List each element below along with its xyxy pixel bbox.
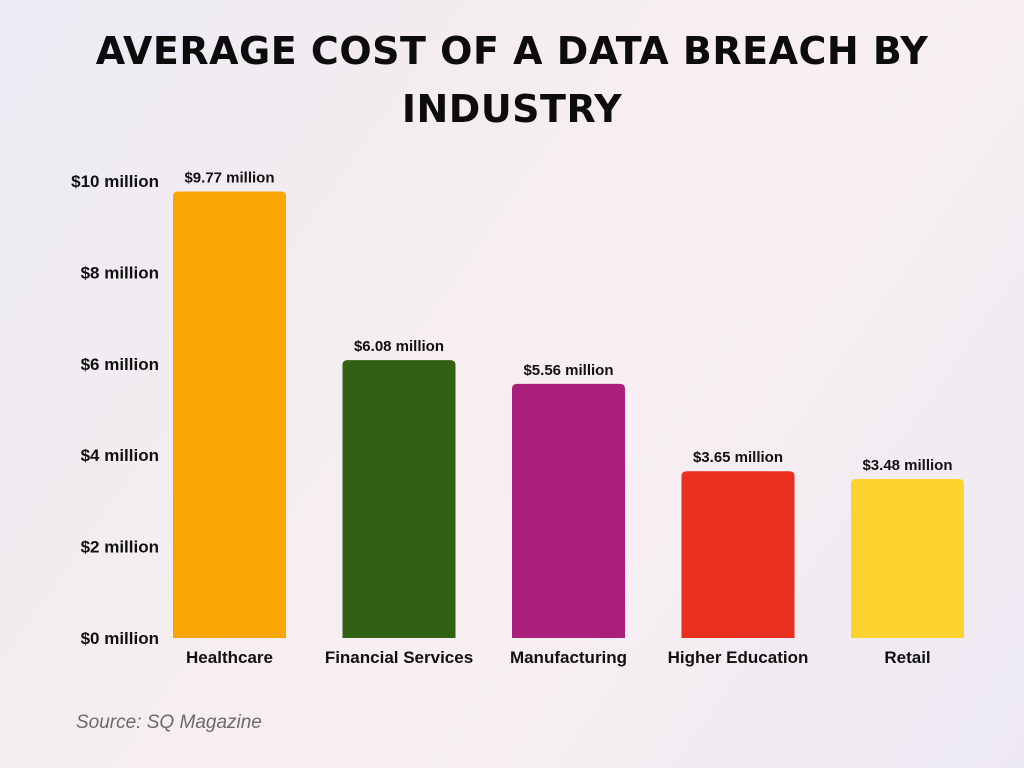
bar-value-label: $5.56 million: [523, 362, 613, 379]
bar-retail: [851, 478, 964, 638]
y-tick-label: $0 million: [81, 629, 159, 648]
y-tick-label: $4 million: [81, 446, 159, 465]
y-axis: $0 million $2 million $4 million $6 million…: [71, 172, 159, 648]
bar-value-label: $6.08 million: [354, 338, 444, 355]
y-tick-label: $10 million: [71, 172, 159, 191]
x-tick-label: Healthcare: [186, 648, 273, 667]
bar-value-label: $3.48 million: [862, 457, 952, 474]
bar-healthcare: [173, 191, 286, 639]
source-note: Source: SQ Magazine: [76, 712, 262, 733]
x-tick-label: Manufacturing: [510, 648, 627, 667]
y-tick-label: $8 million: [81, 263, 159, 282]
bars: [173, 191, 964, 639]
value-labels: $9.77 million $6.08 million $5.56 million $…: [184, 170, 952, 474]
bar-financial-services: [342, 360, 456, 638]
bar-manufacturing: [512, 383, 625, 638]
x-tick-label: Higher Education: [668, 648, 809, 667]
chart-title: AVERAGE COST OF A DATA BREACH BY INDUSTR…: [95, 29, 929, 131]
x-tick-label: Financial Services: [325, 648, 473, 667]
x-axis: Healthcare Financial Services Manufacturin…: [186, 648, 931, 667]
x-tick-label: Retail: [884, 648, 930, 667]
bar-higher-education: [681, 471, 795, 638]
bar-value-label: $3.65 million: [693, 449, 783, 466]
y-tick-label: $6 million: [81, 355, 159, 374]
bar-value-label: $9.77 million: [184, 170, 274, 187]
y-tick-label: $2 million: [81, 538, 159, 557]
